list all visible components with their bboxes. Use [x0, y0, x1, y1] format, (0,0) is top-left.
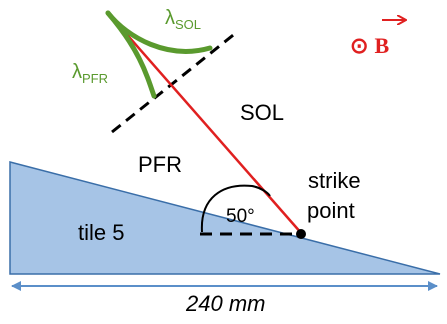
lambda-pfr-profile-curve — [105, 10, 157, 99]
point-label: point — [307, 198, 355, 223]
separatrix-line — [111, 30, 238, 134]
field-letter: B — [374, 33, 389, 58]
angle-arc — [200, 184, 271, 233]
sol-region-label: SOL — [240, 100, 284, 125]
lambda-pfr-label: λPFR — [72, 61, 108, 86]
lambda-pfr-subscript: PFR — [82, 71, 108, 86]
lambda-sol-label: λSOL — [165, 7, 201, 32]
field-direction-label: ⊙ B — [350, 33, 389, 58]
angle-label: 50° — [226, 206, 255, 227]
lambda-pfr-symbol: λ — [72, 61, 82, 83]
field-symbol: ⊙ — [350, 33, 368, 58]
lambda-sol-subscript: SOL — [175, 17, 201, 32]
field-line — [107, 12, 303, 235]
strike-point-marker — [296, 229, 306, 239]
dimension-label: 240 mm — [185, 291, 265, 316]
tile-label: tile 5 — [78, 220, 124, 245]
pfr-region-label: PFR — [138, 152, 182, 177]
tile-wedge — [9, 161, 441, 275]
strike-label: strike — [308, 168, 361, 193]
lambda-sol-symbol: λ — [165, 7, 175, 29]
